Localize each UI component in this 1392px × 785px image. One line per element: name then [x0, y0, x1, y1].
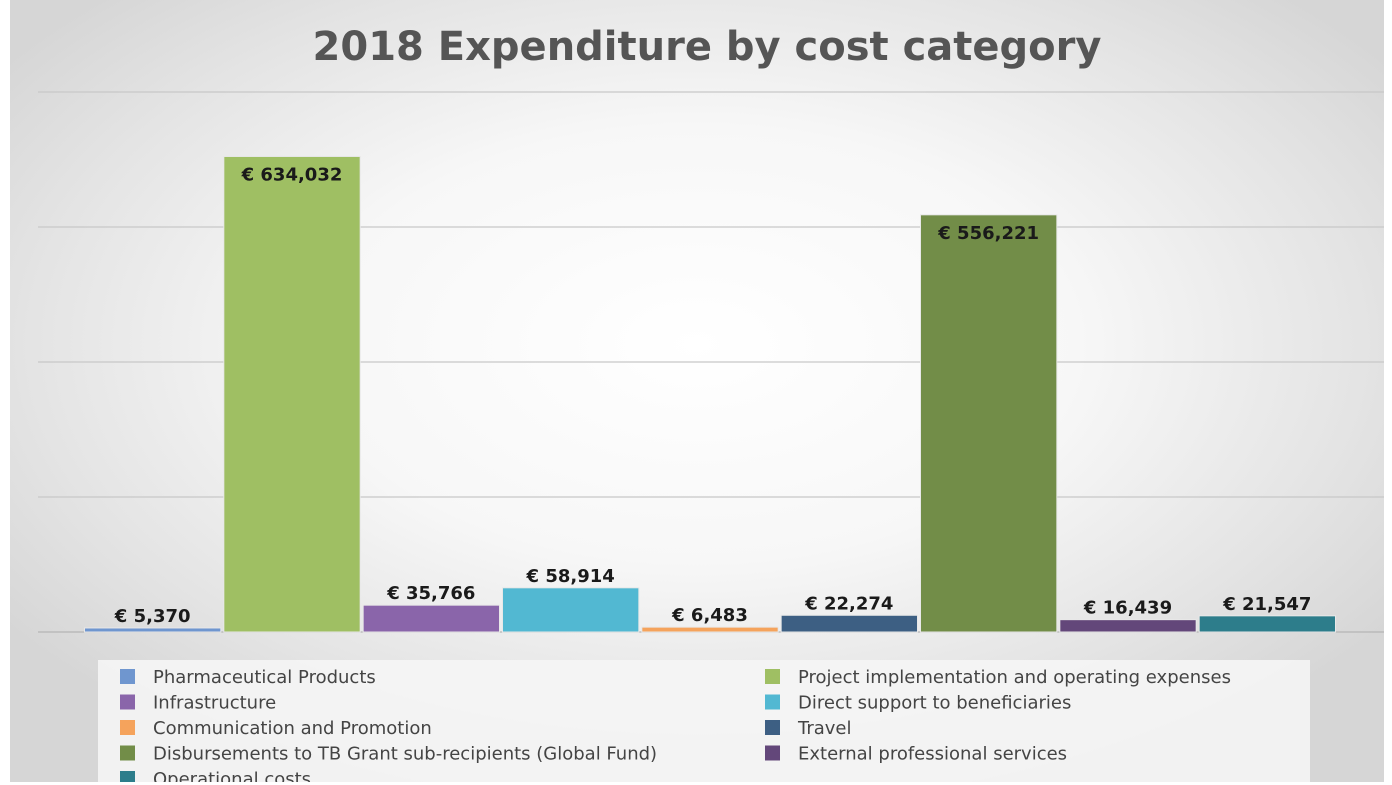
- bar: [641, 626, 779, 633]
- legend-label: Travel: [797, 718, 852, 739]
- bar: [223, 155, 361, 633]
- legend-label: Pharmaceutical Products: [153, 667, 376, 688]
- bar: [362, 604, 500, 633]
- data-label: € 35,766: [386, 583, 475, 604]
- legend-label: Direct support to beneficiaries: [798, 693, 1071, 714]
- data-label: € 22,274: [804, 593, 893, 614]
- data-label: € 16,439: [1083, 598, 1172, 619]
- legend-label: Disbursements to TB Grant sub-recipients…: [153, 744, 657, 765]
- legend-swatch: [765, 720, 780, 735]
- data-label: € 556,221: [937, 223, 1039, 244]
- bar: [1198, 615, 1336, 633]
- data-label: € 6,483: [671, 605, 748, 626]
- legend-label: External professional services: [798, 744, 1067, 765]
- bar: [1059, 619, 1197, 633]
- legend-label: Infrastructure: [153, 693, 276, 714]
- legend-box: [98, 660, 1310, 782]
- bars: [84, 155, 1336, 633]
- bar: [502, 587, 640, 633]
- bar: [780, 614, 919, 633]
- legend-swatch: [765, 745, 780, 761]
- legend-swatch: [120, 745, 135, 761]
- legend-label: Operational costs: [153, 769, 311, 782]
- data-labels: € 5,370 € 634,032 € 35,766 € 58,914 € 6,483 €…: [114, 164, 1312, 626]
- data-label: € 58,914: [526, 566, 615, 587]
- legend-swatch: [120, 669, 135, 684]
- legend-label: Project implementation and operating exp…: [798, 667, 1231, 688]
- data-label: € 21,547: [1222, 594, 1311, 615]
- legend-swatch: [120, 694, 135, 710]
- bar: [84, 627, 222, 633]
- bar-chart: 2018 Expenditure by cost category € 5,37…: [38, 24, 1384, 782]
- bar: [920, 214, 1058, 633]
- legend: Pharmaceutical Products Project implement…: [120, 667, 1231, 782]
- data-label: € 634,032: [241, 164, 343, 185]
- legend-swatch: [120, 720, 135, 735]
- data-label: € 5,370: [114, 606, 191, 627]
- legend-swatch: [765, 694, 780, 710]
- chart-area: 2018 Expenditure by cost category € 5,37…: [10, 0, 1384, 782]
- legend-swatch: [765, 669, 780, 684]
- legend-label: Communication and Promotion: [153, 718, 432, 739]
- chart-title: 2018 Expenditure by cost category: [313, 24, 1102, 70]
- legend-swatch: [120, 771, 135, 782]
